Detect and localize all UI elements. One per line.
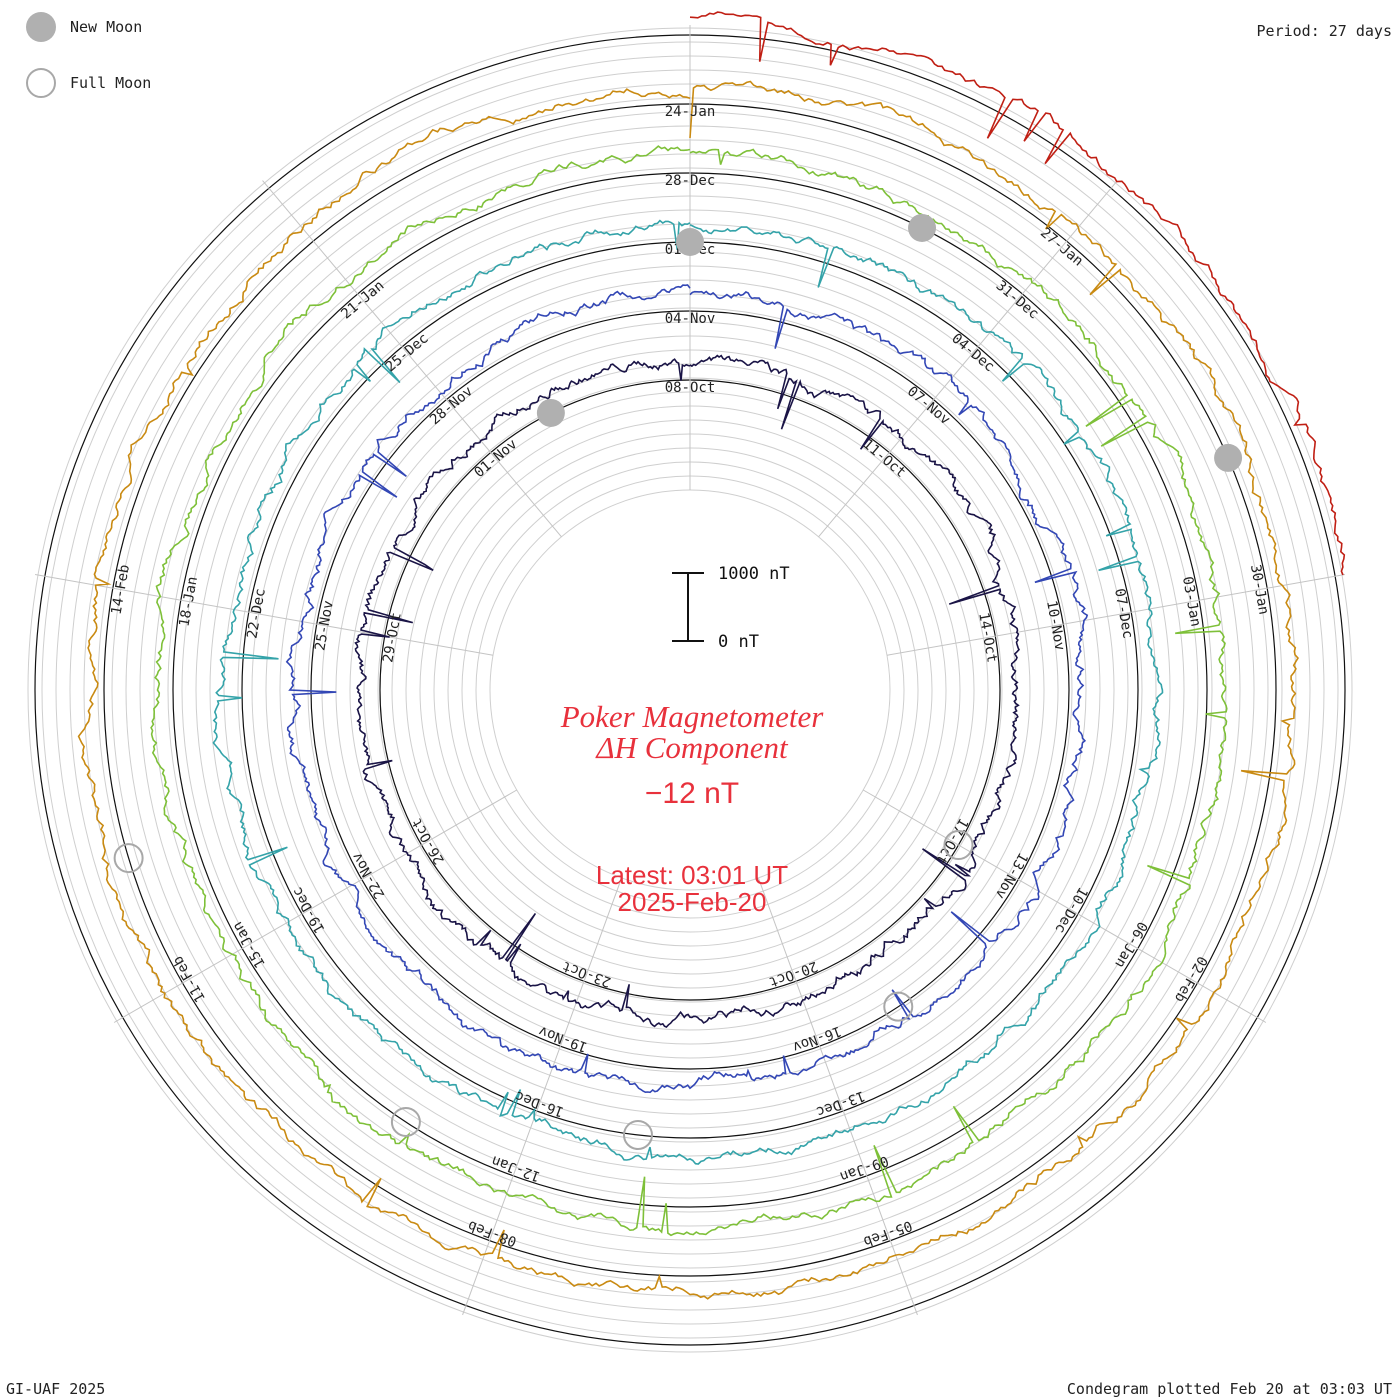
- tick-label: 11-Oct: [860, 436, 909, 481]
- new-moon-marker: [536, 398, 565, 427]
- full-moon-marker: [622, 1119, 653, 1150]
- tick-label: 29-Oct: [380, 611, 405, 664]
- sector-line: [462, 877, 623, 1316]
- trace-layer: [77, 11, 1346, 1300]
- tick-label: 08-Oct: [665, 380, 716, 396]
- tick-label: 06-Jan: [1111, 919, 1150, 971]
- grid-ring: [461, 461, 919, 919]
- full-moon-marker: [390, 1106, 421, 1137]
- tick-label: 02-Feb: [1171, 953, 1210, 1005]
- tick-label: 17-Oct: [932, 815, 971, 867]
- tick-label: 13-Dec: [814, 1087, 867, 1119]
- tick-label: 22-Nov: [349, 850, 388, 902]
- current-value: −12 nT: [645, 777, 739, 810]
- scale-bar-bottom-label: 0 nT: [718, 632, 759, 652]
- new-moon-marker: [908, 213, 937, 242]
- sector-line: [262, 180, 562, 538]
- sector-line: [862, 789, 1267, 1023]
- grid-ring: [475, 475, 905, 905]
- moon-markers: [113, 213, 1243, 1150]
- grid-ring: [489, 489, 891, 891]
- scale-bar-top-label: 1000 nT: [718, 564, 790, 584]
- footer-credit: GI-UAF 2025: [6, 1380, 106, 1398]
- tick-label: 14-Feb: [109, 563, 134, 616]
- trace-08-Oct: [354, 354, 1020, 1028]
- tick-label: 26-Oct: [409, 815, 448, 867]
- trace-01-Dec: [212, 219, 1164, 1165]
- latest-time: Latest: 03:01 UT: [596, 860, 788, 890]
- new-moon-marker: [1214, 443, 1243, 472]
- sector-line: [818, 180, 1118, 538]
- tick-label: 20-Oct: [767, 958, 820, 990]
- trace-14-Feb: [689, 11, 1346, 576]
- chart-title: Poker Magnetometer: [560, 699, 824, 734]
- full-moon-label: Full Moon: [70, 74, 152, 92]
- tick-label: 31-Dec: [993, 278, 1042, 323]
- tick-label: 05-Feb: [861, 1217, 914, 1249]
- full-moon-icon: [26, 68, 56, 98]
- full-moon-marker: [883, 991, 914, 1022]
- tick-label: 08-Feb: [466, 1217, 519, 1249]
- tick-label: 09-Jan: [838, 1152, 891, 1184]
- tick-label: 04-Nov: [665, 311, 716, 327]
- tick-label: 12-Jan: [489, 1152, 542, 1184]
- trace-28-Dec: [150, 145, 1228, 1237]
- sector-line: [35, 574, 494, 656]
- sector-line: [886, 574, 1345, 656]
- tick-label: 14-Oct: [975, 611, 1000, 664]
- tick-label: 24-Jan: [665, 104, 716, 120]
- center-text: Poker Magnetometer ΔH Component −12 nT L…: [560, 699, 824, 917]
- new-moon-marker: [676, 228, 704, 256]
- legend-full-moon: Full Moon: [26, 68, 151, 98]
- tick-label: 30-Jan: [1247, 563, 1272, 616]
- tick-label: 13-Nov: [992, 850, 1031, 902]
- trace-04-Nov: [285, 284, 1089, 1094]
- full-moon-marker: [113, 843, 144, 874]
- footer-plot-time: Condegram plotted Feb 20 at 03:03 UT: [1066, 1380, 1392, 1398]
- tick-label: 21-Jan: [338, 278, 387, 323]
- latest-date: 2025-Feb-20: [618, 887, 767, 917]
- tick-label: 10-Nov: [1043, 599, 1068, 652]
- tick-label: 23-Oct: [560, 958, 613, 990]
- period-label: Period: 27 days: [1256, 22, 1392, 40]
- tick-label: 03-Jan: [1179, 575, 1204, 628]
- tick-label: 25-Nov: [312, 599, 337, 652]
- scale-bar: 1000 nT 0 nT: [672, 564, 790, 652]
- tick-label: 18-Jan: [176, 575, 201, 628]
- chart-subtitle: ΔH Component: [594, 730, 789, 765]
- full-moon-marker: [943, 830, 974, 860]
- legend-new-moon: New Moon: [26, 12, 142, 42]
- sector-line: [113, 789, 518, 1023]
- new-moon-label: New Moon: [70, 18, 143, 36]
- sector-line: [757, 877, 918, 1316]
- tick-label: 15-Jan: [230, 919, 269, 971]
- tick-label: 28-Dec: [665, 173, 716, 189]
- new-moon-icon: [26, 12, 56, 42]
- sector-lines: [35, 25, 1345, 1316]
- trace-24-Jan: [77, 80, 1299, 1300]
- tick-label: 11-Feb: [170, 953, 209, 1005]
